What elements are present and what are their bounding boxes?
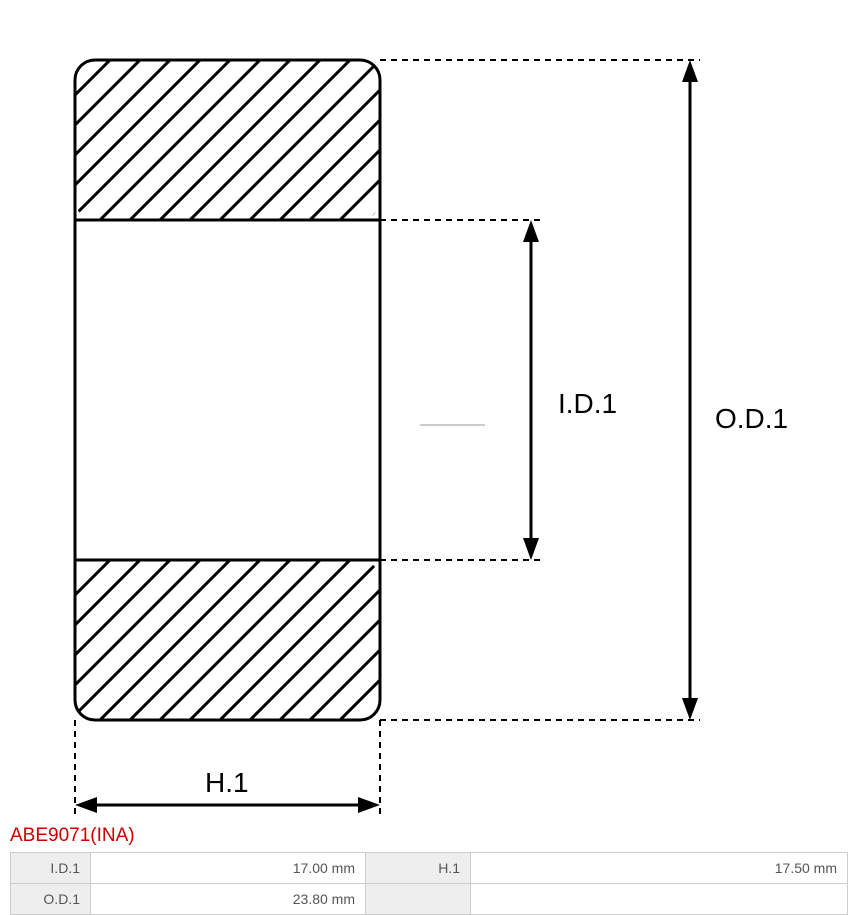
spec-label-id1: I.D.1	[11, 853, 91, 884]
diagram-svg: O.D.1 I.D.1 H.1	[10, 20, 830, 820]
hatch-top	[60, 20, 410, 250]
id-arrow-top	[523, 220, 539, 242]
table-row: O.D.1 23.80 mm	[11, 884, 848, 915]
hatch-bottom	[60, 410, 410, 750]
spec-label-empty	[366, 884, 471, 915]
spec-value-id1: 17.00 mm	[91, 853, 366, 884]
id-arrow-bottom	[523, 538, 539, 560]
diagram-container: O.D.1 I.D.1 H.1	[0, 0, 848, 820]
id-label: I.D.1	[558, 388, 617, 419]
h-arrow-right	[358, 797, 380, 813]
product-title: ABE9071(INA)	[0, 820, 848, 852]
spec-table: I.D.1 17.00 mm H.1 17.50 mm O.D.1 23.80 …	[10, 852, 848, 915]
spec-value-od1: 23.80 mm	[91, 884, 366, 915]
od-arrow-bottom	[682, 698, 698, 720]
h-label: H.1	[205, 767, 249, 798]
od-label: O.D.1	[715, 403, 788, 434]
bearing-cross-section-diagram: O.D.1 I.D.1 H.1	[10, 20, 830, 800]
od-arrow-top	[682, 60, 698, 82]
spec-label-od1: O.D.1	[11, 884, 91, 915]
spec-label-h1: H.1	[366, 853, 471, 884]
spec-value-h1: 17.50 mm	[471, 853, 848, 884]
h-arrow-left	[75, 797, 97, 813]
spec-value-empty	[471, 884, 848, 915]
table-row: I.D.1 17.00 mm H.1 17.50 mm	[11, 853, 848, 884]
